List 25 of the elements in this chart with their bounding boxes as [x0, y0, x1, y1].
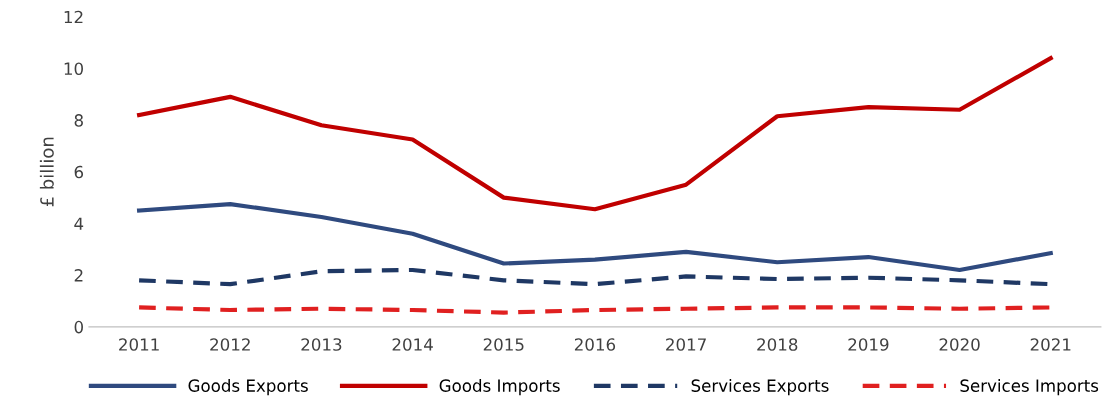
- line-series: [137, 202, 1053, 273]
- y-axis-title: £ billion: [39, 137, 54, 207]
- line-series: [137, 56, 1053, 212]
- x-tick-label: 2014: [392, 338, 433, 351]
- y-tick-label: 0: [74, 320, 83, 334]
- x-tick-label: 2011: [119, 338, 159, 351]
- x-tick-label: 2021: [1030, 338, 1071, 351]
- x-tick-label: 2012: [210, 338, 250, 351]
- y-tick-label: 6: [74, 165, 84, 179]
- y-tick-label: 8: [74, 114, 83, 127]
- legend-label: Services Imports: [960, 379, 1099, 396]
- x-tick-label: 2017: [666, 338, 706, 351]
- x-tick-label: 2018: [757, 338, 798, 351]
- y-tick-label: 12: [64, 10, 83, 24]
- x-tick-label: 2016: [574, 338, 616, 351]
- legend-label: Services Exports: [691, 379, 829, 396]
- x-tick-label: 2015: [483, 338, 524, 351]
- x-tick-label: 2013: [301, 338, 342, 351]
- legend-label: Goods Imports: [439, 379, 560, 396]
- y-tick-label: 4: [74, 217, 84, 230]
- y-tick-label: 2: [74, 269, 83, 282]
- legend-label: Goods Exports: [188, 379, 308, 396]
- x-tick-label: 2019: [848, 338, 889, 351]
- y-tick-label: 10: [64, 62, 83, 76]
- x-tick-label: 2020: [939, 338, 980, 351]
